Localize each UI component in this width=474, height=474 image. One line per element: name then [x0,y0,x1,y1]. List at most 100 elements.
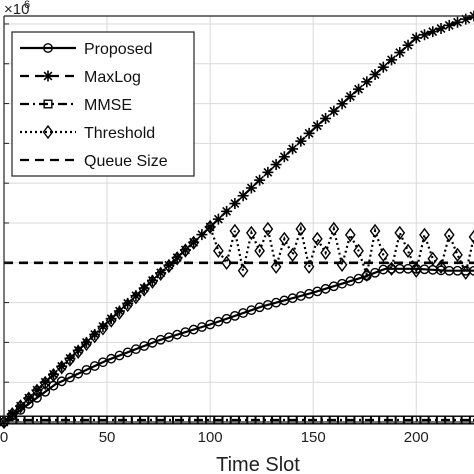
data-point-marker [155,266,167,282]
data-point-marker [23,391,35,406]
data-point-marker [245,182,257,194]
data-point-marker [353,83,365,95]
data-point-marker [410,32,422,44]
data-point-marker [237,190,249,202]
x-tick-label: 150 [301,429,326,446]
data-point-marker [6,407,18,422]
data-point-marker [81,364,92,375]
data-point-marker [89,361,100,371]
x-tick-label: 100 [198,429,223,446]
data-point-marker [328,221,340,237]
data-point-marker [89,329,101,344]
data-point-marker [237,263,249,278]
data-point-marker [180,243,191,258]
data-point-marker [287,247,298,262]
data-point-marker [147,274,158,289]
data-point-marker [0,414,10,430]
series-mmse [0,415,474,425]
data-point-marker [114,350,125,361]
legend-entry: Queue Size [20,153,168,170]
data-point-marker [212,213,224,225]
legend-label: Threshold [84,125,155,142]
data-point-marker [311,231,323,247]
data-point-marker [295,135,307,147]
series-proposed [0,263,474,427]
legend-marker [43,43,53,53]
x-tick-label: 50 [99,429,116,446]
data-point-marker [278,151,290,163]
legend-label: MMSE [84,97,132,114]
data-point-marker [361,267,373,282]
data-point-marker [311,120,323,132]
legend-marker [43,99,53,109]
data-point-marker [64,352,76,367]
data-point-marker [48,368,59,383]
data-point-marker [205,319,216,330]
data-point-marker [163,258,175,274]
data-point-marker [147,337,158,348]
data-point-marker [245,225,257,241]
legend-entry: Threshold [20,124,155,142]
data-point-marker [278,231,290,247]
data-point-marker [443,227,455,243]
data-point-marker [15,399,26,414]
x-tick-label: 200 [404,429,429,446]
data-point-marker [427,251,439,266]
data-point-marker [213,243,224,259]
data-point-marker [377,61,389,73]
data-point-marker [213,316,224,327]
data-point-marker [31,383,43,398]
data-point-marker [419,29,431,41]
data-point-marker [114,305,125,320]
data-point-marker [452,247,463,262]
legend-entry: MMSE [20,97,132,114]
data-point-marker [196,229,208,241]
data-point-marker [369,69,381,81]
data-point-marker [229,223,241,239]
data-point-marker [377,247,389,262]
data-point-marker [361,76,373,88]
data-point-marker [221,205,233,217]
data-point-marker [270,159,282,171]
data-point-marker [410,263,422,278]
data-point-marker [460,265,472,280]
data-point-marker [386,261,397,276]
data-point-marker [320,112,332,124]
legend-entry: Proposed [20,41,153,58]
data-point-marker [353,243,364,259]
series-threshold [0,219,474,430]
tick-labels: 0 50 100 150 200 [0,429,429,446]
data-point-marker [130,290,142,305]
data-point-marker [221,313,232,324]
data-point-marker [394,225,406,241]
legend-label: Queue Size [84,153,168,170]
legend-label: MaxLog [84,69,141,86]
data-point-marker [295,221,307,237]
data-point-marker [56,360,68,375]
data-point-marker [303,127,315,139]
data-point-marker [419,227,430,243]
data-point-marker [98,357,108,368]
data-point-marker [320,245,331,261]
data-point-marker [97,321,109,336]
data-point-marker [344,227,356,243]
data-point-marker [188,235,200,250]
data-point-marker [336,98,348,110]
data-point-marker [39,375,51,391]
data-point-marker [229,310,240,321]
data-point-marker [204,219,216,235]
legend: Proposed MaxLog MMSE Threshold Queue Size [11,31,195,177]
series-layer [0,10,474,430]
data-point-marker [229,198,241,210]
data-point-marker [254,174,266,186]
data-point-marker [402,39,414,51]
data-point-marker [72,344,84,359]
y-exponent-label: ×10 [4,1,29,18]
y-exponent-power: 6 [24,0,30,11]
legend-label: Proposed [84,41,153,58]
data-point-marker [73,368,84,379]
data-point-marker [344,90,356,102]
x-axis-title: Time Slot [216,454,300,474]
data-point-marker [221,255,233,270]
data-point-marker [262,221,274,237]
